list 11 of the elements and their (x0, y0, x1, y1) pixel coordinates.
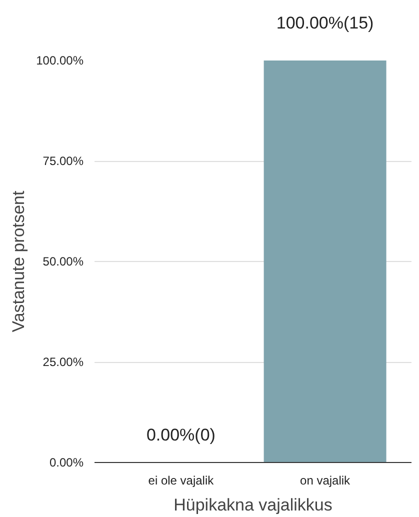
x-axis-title: Hüpikakna vajalikkus (174, 496, 332, 514)
y-tick-label: 100.00% (36, 54, 84, 68)
data-label: 0.00%(0) (146, 426, 216, 444)
y-tick-label: 50.00% (42, 254, 84, 268)
y-tick-label: 0.00% (49, 456, 84, 470)
y-axis-title: Vastanute protsent (9, 190, 28, 332)
data-label: 100.00%(15) (276, 14, 374, 32)
y-tick-label: 25.00% (42, 355, 84, 369)
y-tick-label: 75.00% (42, 154, 84, 168)
x-tick-label: ei ole vajalik (148, 474, 215, 488)
x-tick-label: on vajalik (300, 474, 352, 488)
